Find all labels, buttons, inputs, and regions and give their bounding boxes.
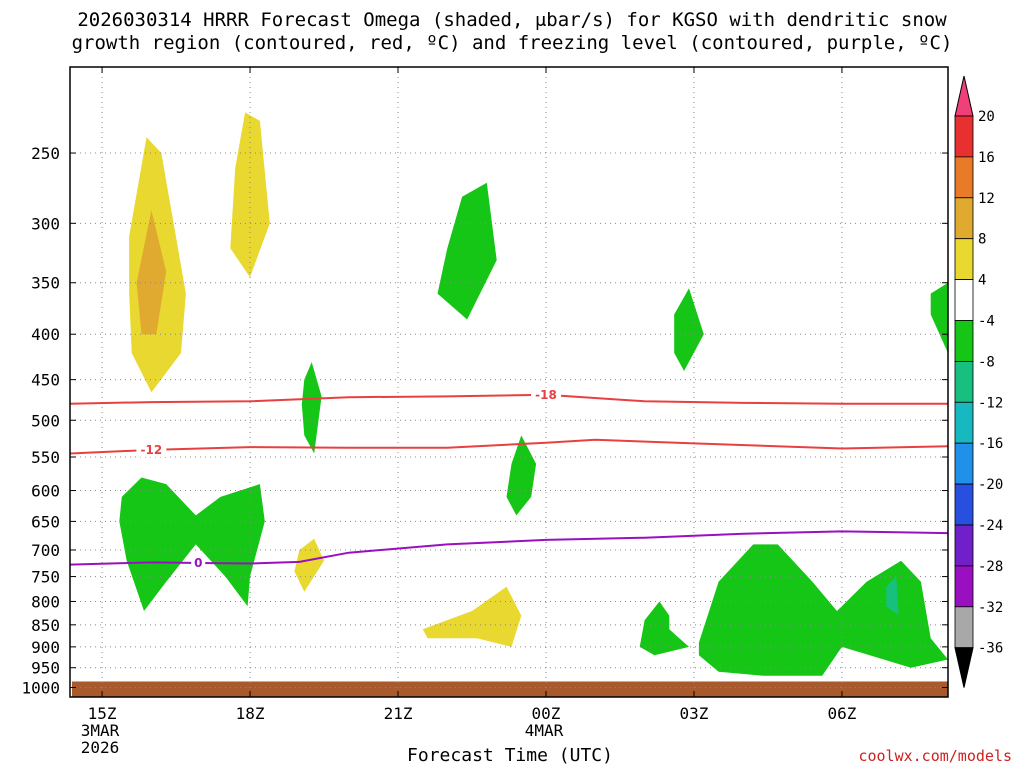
- contour-label: -12: [141, 443, 163, 457]
- omega-region: [119, 477, 265, 611]
- colorbar-label: 12: [978, 191, 995, 207]
- y-tick-label: 700: [31, 541, 60, 560]
- x-axis-label: Forecast Time (UTC): [407, 745, 613, 766]
- colorbar-segment: [954, 442, 974, 485]
- omega-region: [230, 112, 270, 278]
- y-tick-label: 800: [31, 592, 60, 611]
- x-tick-label: 06Z: [827, 704, 856, 723]
- colorbar-label: -8: [978, 354, 995, 370]
- x-tick-year: 2026: [81, 738, 120, 757]
- omega-region: [506, 435, 537, 516]
- y-tick-label: 850: [31, 616, 60, 635]
- omega-region: [886, 576, 899, 616]
- x-tick-date: 3MAR: [81, 721, 120, 740]
- plot-frame: [69, 66, 949, 698]
- omega-region: [422, 586, 522, 647]
- colorbar-label: -24: [978, 518, 1003, 534]
- contour-label-bg: [191, 555, 206, 570]
- y-tick-label: 650: [31, 512, 60, 531]
- colorbar-segment: [954, 565, 974, 608]
- dendritic-contour: [69, 438, 949, 455]
- omega-region: [294, 538, 324, 592]
- colorbar-label: -36: [978, 641, 1003, 657]
- colorbar-bottom-arrow: [954, 647, 974, 688]
- credit-text: coolwx.com/models: [858, 747, 1012, 765]
- colorbar-segment: [954, 197, 974, 240]
- omega-region: [301, 362, 322, 454]
- x-tick-label: 03Z: [680, 704, 709, 723]
- colorbar-label: 4: [978, 273, 986, 289]
- contour-label: -18: [535, 388, 557, 402]
- omega-region: [930, 282, 948, 353]
- colorbar-label: -32: [978, 600, 1003, 616]
- x-tick-label: 00Z: [532, 704, 561, 723]
- colorbar-segment: [954, 606, 974, 649]
- colorbar-label: 8: [978, 232, 986, 248]
- dendritic-contour: [69, 393, 948, 405]
- colorbar-top-arrow: [954, 75, 974, 117]
- omega-region: [437, 182, 497, 320]
- y-tick-label: 550: [31, 448, 60, 467]
- omega-region: [674, 288, 704, 371]
- omega-region: [136, 210, 167, 335]
- omega-region: [698, 544, 948, 676]
- colorbar-label: -20: [978, 477, 1003, 493]
- colorbar-segment: [954, 483, 974, 526]
- colorbar-segment: [954, 524, 974, 567]
- colorbar-segment: [954, 156, 974, 199]
- chart-title-line1: 2026030314 HRRR Forecast Omega (shaded, …: [77, 9, 947, 31]
- colorbar-label: -28: [978, 559, 1003, 575]
- x-tick-label: 21Z: [384, 704, 413, 723]
- colorbar-label: -4: [978, 314, 995, 330]
- colorbar-segment: [954, 401, 974, 444]
- colorbar-label: 20: [978, 109, 995, 125]
- y-tick-label: 600: [31, 482, 60, 501]
- contour-label-bg: [136, 442, 167, 457]
- contour-label: 0: [194, 556, 202, 570]
- colorbar-segment: [954, 360, 974, 403]
- y-tick-label: 250: [31, 144, 60, 163]
- y-tick-label: 400: [31, 325, 60, 344]
- y-tick-label: 900: [31, 638, 60, 657]
- colorbar-segment: [954, 279, 974, 321]
- x-tick-label: 18Z: [236, 704, 265, 723]
- chart-title-line2: growth region (contoured, red, ºC) and f…: [71, 32, 953, 54]
- contour-label-bg: [530, 387, 561, 402]
- y-tick-label: 500: [31, 411, 60, 430]
- colorbar-label: 16: [978, 150, 995, 166]
- colorbar-label: -12: [978, 395, 1003, 411]
- y-tick-label: 750: [31, 568, 60, 587]
- x-tick-date: 4MAR: [525, 721, 564, 740]
- y-tick-label: 450: [31, 371, 60, 390]
- y-tick-label: 1000: [21, 678, 60, 697]
- colorbar-segment: [954, 238, 974, 280]
- y-tick-label: 950: [31, 659, 60, 678]
- terrain-band: [72, 681, 948, 697]
- y-tick-label: 300: [31, 214, 60, 233]
- colorbar-segment: [954, 320, 974, 362]
- omega-region: [639, 601, 689, 656]
- x-tick-label: 15Z: [88, 704, 117, 723]
- colorbar-segment: [954, 115, 974, 158]
- y-tick-label: 350: [31, 274, 60, 293]
- colorbar-label: -16: [978, 436, 1003, 452]
